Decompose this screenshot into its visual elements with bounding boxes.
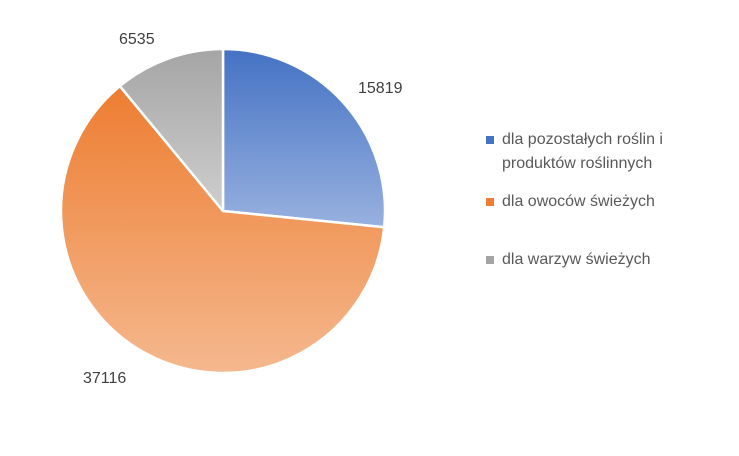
pie-slice-warzywa	[118, 47, 225, 213]
legend-item-pozostale: dla pozostałych roślin i produktów rośli…	[486, 128, 731, 176]
legend-swatch-pozostale	[486, 136, 494, 144]
legend: dla pozostałych roślin i produktów rośli…	[486, 128, 731, 286]
data-label-warzywa: 6535	[119, 31, 155, 48]
pie-slice-owoce	[59, 84, 386, 375]
legend-swatch-warzywa	[486, 256, 494, 264]
legend-label-owoce: dla owoców świeżych	[502, 193, 655, 210]
legend-item-warzywa: dla warzyw świeżych	[486, 248, 731, 272]
legend-label-pozostale: dla pozostałych roślin i produktów rośli…	[502, 131, 663, 172]
pie-slice-pozostale	[221, 47, 387, 229]
legend-swatch-owoce	[486, 198, 494, 206]
legend-item-owoce: dla owoców świeżych	[486, 190, 731, 214]
data-label-pozostale: 15819	[358, 80, 403, 97]
data-label-owoce: 37116	[83, 370, 126, 387]
legend-label-warzywa: dla warzyw świeżych	[502, 251, 651, 268]
